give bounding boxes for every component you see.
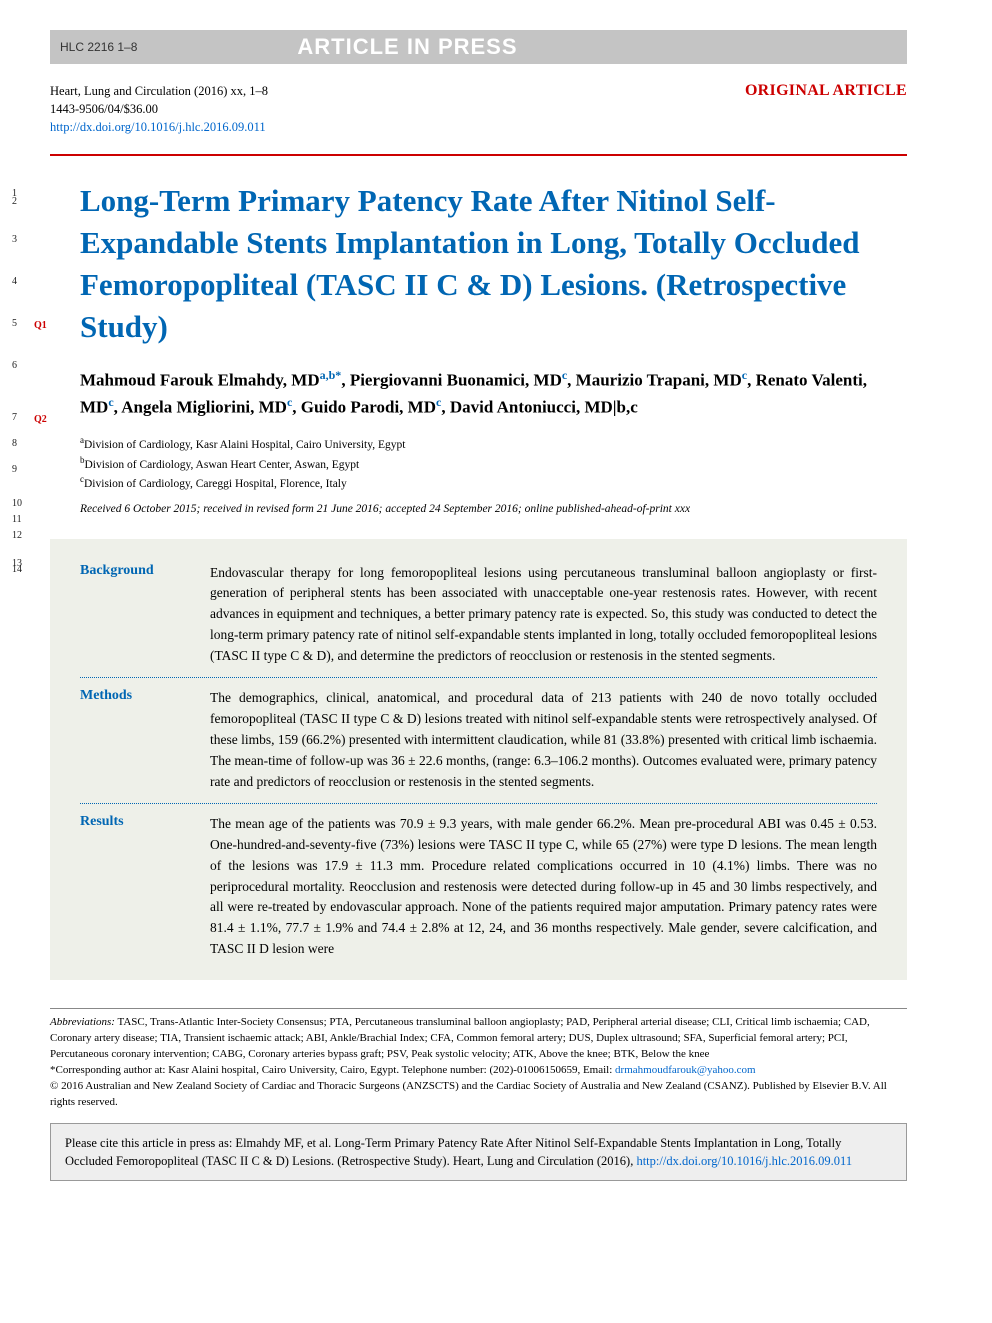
doi-link[interactable]: http://dx.doi.org/10.1016/j.hlc.2016.09.… <box>50 120 266 134</box>
journal-line: Heart, Lung and Circulation (2016) xx, 1… <box>50 82 268 100</box>
corr-email-link[interactable]: drmahmoudfarouk@yahoo.com <box>615 1064 756 1076</box>
abstract-text: The mean age of the patients was 70.9 ± … <box>210 814 877 960</box>
abstract-results-row: Results The mean age of the patients was… <box>80 814 877 960</box>
corresponding-author: *Corresponding author at: Kasr Alaini ho… <box>50 1063 907 1079</box>
line-number: 14 <box>12 564 22 575</box>
abstract-box: Background Endovascular therapy for long… <box>50 539 907 981</box>
corr-text: *Corresponding author at: Kasr Alaini ho… <box>50 1064 615 1076</box>
query-marker-q1: Q1 <box>34 320 47 331</box>
article-title: Long-Term Primary Patency Rate After Nit… <box>80 180 907 347</box>
author-list: Mahmoud Farouk Elmahdy, MDa,b*, Piergiov… <box>80 366 907 420</box>
abstract-text: Endovascular therapy for long femoropopl… <box>210 563 877 668</box>
abstract-label: Background <box>80 563 210 668</box>
copyright: © 2016 Australian and New Zealand Societ… <box>50 1079 907 1111</box>
cite-box: Please cite this article in press as: El… <box>50 1123 907 1181</box>
affiliations: aDivision of Cardiology, Kasr Alaini Hos… <box>80 434 907 493</box>
abbrev-text: TASC, Trans-Atlantic Inter-Society Conse… <box>50 1016 870 1060</box>
footnotes: Abbreviations: TASC, Trans-Atlantic Inte… <box>50 1008 907 1111</box>
line-number: 12 <box>12 530 22 541</box>
abstract-methods-row: Methods The demographics, clinical, anat… <box>80 688 877 804</box>
hlc-code: HLC 2216 1–8 <box>60 40 137 54</box>
line-number: 6 <box>12 360 17 371</box>
affiliation: bDivision of Cardiology, Aswan Heart Cen… <box>80 454 907 474</box>
abstract-label: Results <box>80 814 210 960</box>
affiliation: cDivision of Cardiology, Careggi Hospita… <box>80 473 907 493</box>
article-type: ORIGINAL ARTICLE <box>745 82 907 100</box>
journal-meta: Heart, Lung and Circulation (2016) xx, 1… <box>50 82 268 136</box>
line-number: 8 <box>12 438 17 449</box>
header-rule <box>50 154 907 156</box>
abstract-label: Methods <box>80 688 210 793</box>
line-number: 2 <box>12 196 17 207</box>
aip-label: ARTICLE IN PRESS <box>297 34 517 60</box>
line-number: 9 <box>12 464 17 475</box>
article-in-press-banner: HLC 2216 1–8 ARTICLE IN PRESS <box>50 30 907 64</box>
line-number: 7 <box>12 412 17 423</box>
abstract-text: The demographics, clinical, anatomical, … <box>210 688 877 793</box>
meta-row: Heart, Lung and Circulation (2016) xx, 1… <box>50 82 907 136</box>
abbreviations: Abbreviations: TASC, Trans-Atlantic Inte… <box>50 1015 907 1063</box>
line-number: 3 <box>12 234 17 245</box>
line-number: 10 <box>12 498 22 509</box>
line-number: 4 <box>12 276 17 287</box>
abstract-background-row: Background Endovascular therapy for long… <box>80 563 877 679</box>
query-marker-q2: Q2 <box>34 414 47 425</box>
cite-doi-link[interactable]: http://dx.doi.org/10.1016/j.hlc.2016.09.… <box>636 1154 852 1168</box>
line-number: 11 <box>12 514 22 525</box>
line-number: 5 <box>12 318 17 329</box>
abbrev-label: Abbreviations: <box>50 1016 115 1028</box>
affiliation: aDivision of Cardiology, Kasr Alaini Hos… <box>80 434 907 454</box>
received-dates: Received 6 October 2015; received in rev… <box>80 503 907 515</box>
issn-line: 1443-9506/04/$36.00 <box>50 100 268 118</box>
